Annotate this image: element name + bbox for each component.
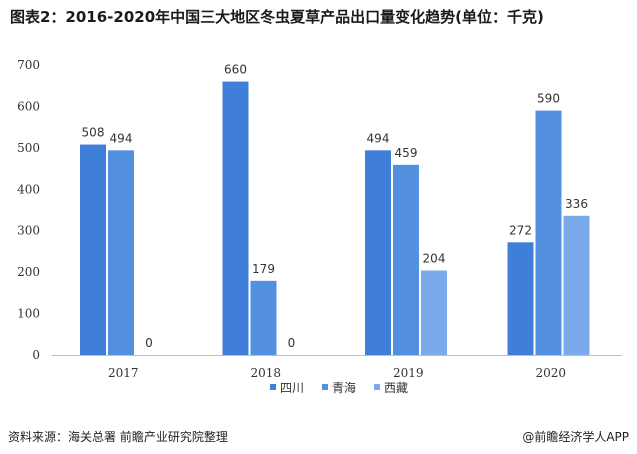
legend-label-青海: 青海 — [332, 380, 356, 395]
y-tick-label: 200 — [17, 265, 40, 279]
y-tick-label: 700 — [17, 58, 40, 72]
y-tick-label: 400 — [17, 182, 40, 196]
legend: 四川 青海 西藏 — [270, 380, 408, 395]
legend-swatch-四川 — [270, 384, 276, 390]
value-labels-group: 508 660 494 272 494 179 459 590 0 0 204 336 — [82, 63, 588, 350]
source-note: 资料来源：海关总署 前瞻产业研究院整理 — [8, 430, 228, 444]
x-tick-label: 2019 — [393, 366, 424, 380]
data-label: 590 — [537, 92, 560, 106]
x-tick-label: 2018 — [250, 366, 281, 380]
data-label: 508 — [82, 126, 105, 140]
bar-青海-2019 — [393, 164, 419, 355]
chart-title: 图表2：2016-2020年中国三大地区冬虫夏草产品出口量变化趋势(单位：千克) — [10, 8, 544, 26]
data-label: 494 — [110, 131, 133, 145]
y-tick-label: 300 — [17, 224, 40, 238]
bar-四川-2018 — [222, 81, 249, 356]
x-tick-label: 2017 — [108, 366, 139, 380]
y-tick-label: 600 — [17, 99, 40, 113]
legend-label-西藏: 西藏 — [384, 381, 408, 395]
bar-青海-2018 — [250, 280, 277, 355]
bar-四川-2019 — [365, 150, 391, 355]
bar-青海-2017 — [108, 150, 134, 355]
bar-四川-2017 — [80, 144, 106, 355]
data-label: 0 — [145, 336, 153, 350]
y-tick-label: 100 — [17, 307, 40, 321]
app-credit: @前瞻经济学人APP — [522, 430, 629, 444]
data-label: 336 — [565, 197, 588, 211]
data-label: 204 — [423, 251, 446, 265]
data-label: 179 — [252, 262, 275, 276]
bar-四川-2020 — [507, 242, 534, 355]
data-label: 660 — [224, 63, 247, 77]
x-tick-label: 2020 — [535, 366, 566, 380]
bar-西藏-2019 — [421, 270, 447, 355]
legend-label-四川: 四川 — [280, 381, 304, 395]
data-label: 0 — [288, 336, 296, 350]
data-label: 459 — [395, 146, 418, 160]
legend-swatch-西藏 — [374, 384, 380, 390]
data-label: 272 — [509, 223, 532, 237]
y-tick-label: 0 — [32, 348, 40, 362]
y-tick-label: 500 — [17, 141, 40, 155]
x-axis: 2017 2018 2019 2020 — [52, 355, 622, 380]
legend-swatch-青海 — [322, 384, 328, 390]
y-axis: 0 100 200 300 400 500 600 700 — [17, 58, 40, 362]
bar-西藏-2020 — [563, 215, 590, 355]
bar-青海-2020 — [535, 110, 562, 355]
data-label: 494 — [367, 131, 390, 145]
bars-group — [80, 81, 590, 356]
